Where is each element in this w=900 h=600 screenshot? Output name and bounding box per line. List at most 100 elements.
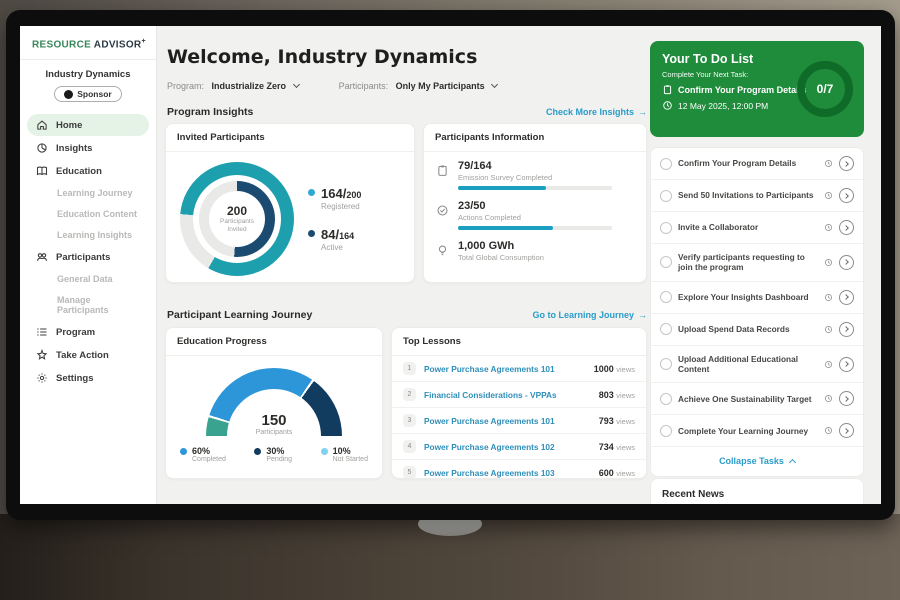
sidebar-item-education-content[interactable]: Education Content [27, 204, 149, 224]
lesson-row: 1 Power Purchase Agreements 101 1000 vie… [392, 356, 646, 382]
recent-news-title: Recent News [662, 489, 852, 500]
recent-news-card: Recent News [650, 478, 864, 504]
todo-next-task: Confirm Your Program Details [678, 85, 806, 95]
task-row-send-invitations[interactable]: Send 50 Invitations to Participants [651, 180, 863, 212]
card-title: Top Lessons [392, 328, 646, 356]
chevron-right-icon [843, 361, 849, 367]
sidebar: RESOURCE ADVISOR+ Industry Dynamics Spon… [20, 26, 157, 504]
sidebar-item-label: Participants [56, 252, 110, 263]
sidebar-item-insights[interactable]: Insights [27, 137, 149, 159]
lesson-views: 734 [599, 442, 614, 452]
task-checkbox[interactable] [660, 425, 672, 437]
chevron-right-icon [843, 396, 849, 402]
clock-icon [824, 426, 833, 435]
education-gauge-chart: 150 Participants [206, 368, 342, 436]
task-checkbox[interactable] [660, 256, 672, 268]
task-checkbox[interactable] [660, 190, 672, 202]
lesson-link[interactable]: Power Purchase Agreements 101 [424, 364, 594, 374]
pending-label: Pending [266, 456, 292, 463]
task-chevron-button[interactable] [839, 322, 854, 337]
lesson-row: 5 Power Purchase Agreements 103 600 view… [392, 460, 646, 479]
lesson-rank: 5 [403, 466, 416, 479]
sidebar-item-learning-insights[interactable]: Learning Insights [27, 225, 149, 245]
sidebar-item-home[interactable]: Home [27, 114, 149, 136]
task-checkbox[interactable] [660, 158, 672, 170]
sidebar-item-program[interactable]: Program [27, 321, 149, 343]
sidebar-item-label: Take Action [56, 350, 109, 361]
todo-summary-card: Your To Do List Complete Your Next Task:… [650, 41, 864, 137]
task-chevron-button[interactable] [839, 156, 854, 171]
lesson-rank: 4 [403, 440, 416, 453]
card-title: Participants Information [424, 124, 646, 152]
home-icon [36, 119, 48, 131]
pending-dot [254, 448, 261, 455]
emission-survey-value: 79/164 [458, 160, 612, 172]
task-chevron-button[interactable] [839, 391, 854, 406]
lesson-link[interactable]: Power Purchase Agreements 102 [424, 442, 599, 452]
participants-filter[interactable]: Participants: Only My Participants [339, 81, 498, 91]
actions-completed-row: 23/50 Actions Completed [436, 200, 634, 230]
sidebar-item-settings[interactable]: Settings [27, 367, 149, 389]
task-chevron-button[interactable] [839, 290, 854, 305]
task-row-confirm-program[interactable]: Confirm Your Program Details [651, 148, 863, 180]
lesson-rank: 2 [403, 388, 416, 401]
learning-journey-title: Participant Learning Journey [167, 309, 312, 321]
task-row-achieve-target[interactable]: Achieve One Sustainability Target [651, 383, 863, 415]
task-row-complete-learning-journey[interactable]: Complete Your Learning Journey [651, 415, 863, 447]
active-dot [308, 230, 315, 237]
sidebar-item-general-data[interactable]: General Data [27, 269, 149, 289]
task-chevron-button[interactable] [839, 188, 854, 203]
sidebar-item-manage-participants[interactable]: Manage Participants [27, 290, 149, 320]
task-label: Complete Your Learning Journey [678, 426, 818, 436]
lesson-link[interactable]: Financial Considerations - VPPAs [424, 390, 599, 400]
views-suffix: views [616, 391, 635, 400]
sidebar-item-label: General Data [57, 274, 113, 284]
lesson-link[interactable]: Power Purchase Agreements 103 [424, 468, 599, 478]
lesson-link[interactable]: Power Purchase Agreements 101 [424, 416, 599, 426]
task-checkbox[interactable] [660, 323, 672, 335]
legend-not-started: 10% Not Started [321, 446, 368, 463]
education-progress-card: Education Progress 150 Participants [165, 327, 383, 479]
sponsor-badge[interactable]: Sponsor [54, 86, 121, 102]
app-logo: RESOURCE ADVISOR+ [20, 26, 156, 60]
task-row-invite-collaborator[interactable]: Invite a Collaborator [651, 212, 863, 244]
clipboard-icon [436, 164, 449, 177]
lesson-rank: 3 [403, 414, 416, 427]
task-chevron-button[interactable] [839, 255, 854, 270]
program-filter[interactable]: Program: Industrialize Zero [167, 81, 299, 91]
views-suffix: views [616, 365, 635, 374]
go-to-learning-journey-link[interactable]: Go to Learning Journey→ [532, 310, 647, 320]
clock-icon [824, 360, 833, 369]
sidebar-item-learning-journey[interactable]: Learning Journey [27, 183, 149, 203]
active-value: 84/ [321, 227, 339, 242]
task-chevron-button[interactable] [839, 423, 854, 438]
sidebar-item-education[interactable]: Education [27, 160, 149, 182]
sidebar-item-label: Education [56, 166, 102, 177]
task-checkbox[interactable] [660, 291, 672, 303]
lesson-views: 1000 [594, 364, 614, 374]
task-row-verify-participants[interactable]: Verify participants requesting to join t… [651, 244, 863, 282]
task-row-explore-insights[interactable]: Explore Your Insights Dashboard [651, 282, 863, 314]
task-checkbox[interactable] [660, 222, 672, 234]
participants-information-card: Participants Information 79/164 Emission… [423, 123, 647, 283]
task-row-upload-educational-content[interactable]: Upload Additional Educational Content [651, 346, 863, 384]
task-chevron-button[interactable] [839, 357, 854, 372]
sidebar-item-participants[interactable]: Participants [27, 246, 149, 268]
actions-completed-bar [458, 226, 612, 230]
views-suffix: views [616, 443, 635, 452]
check-more-insights-link[interactable]: Check More Insights→ [546, 107, 647, 117]
task-checkbox[interactable] [660, 358, 672, 370]
donut-center: 200 Participants Invited [180, 162, 294, 276]
invited-donut-chart: 200 Participants Invited [180, 162, 294, 276]
gauge-legend: 60% Completed 30% Pending 10% Not Starte… [166, 436, 382, 463]
clock-icon [662, 100, 673, 111]
monitor-bezel: RESOURCE ADVISOR+ Industry Dynamics Spon… [6, 10, 895, 520]
collapse-tasks-link[interactable]: Collapse Tasks [651, 447, 863, 476]
pending-pct: 30% [266, 446, 292, 456]
task-checkbox[interactable] [660, 393, 672, 405]
task-row-upload-spend-data[interactable]: Upload Spend Data Records [651, 314, 863, 346]
actions-completed-label: Actions Completed [458, 213, 612, 222]
active-denominator: 164 [339, 231, 354, 241]
task-chevron-button[interactable] [839, 220, 854, 235]
sidebar-item-take-action[interactable]: Take Action [27, 344, 149, 366]
